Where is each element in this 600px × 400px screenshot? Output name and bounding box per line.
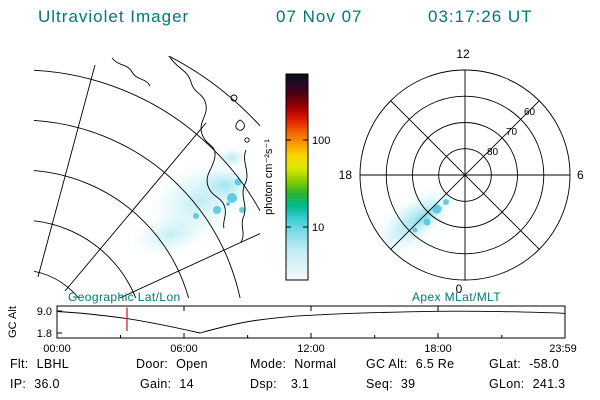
colorbar-ticks bbox=[286, 139, 308, 228]
status-seq: Seq: 39 bbox=[366, 377, 415, 391]
status-gc-alt-value: 6.5 Re bbox=[416, 357, 455, 371]
header: Ultraviolet Imager 07 Nov 07 03:17:26 UT bbox=[38, 7, 533, 26]
colorbar-tick-10: 10 bbox=[312, 222, 324, 234]
timeline-ylabel: GC Alt bbox=[7, 306, 19, 338]
status-glat-label: GLat: bbox=[489, 357, 521, 371]
date-label: 07 Nov 07 bbox=[276, 7, 363, 26]
polar-grid bbox=[359, 69, 571, 281]
status-gain-value: 14 bbox=[179, 377, 194, 391]
timeline-xtick-0600: 06:00 bbox=[170, 343, 198, 355]
status-seq-label: Seq: bbox=[366, 377, 393, 391]
status-dsp-value: 3.1 bbox=[291, 377, 309, 391]
status-flt-label: Flt: bbox=[10, 357, 29, 371]
status-glon: GLon: 241.3 bbox=[489, 377, 565, 391]
status-flt: Flt: LBHL bbox=[10, 357, 69, 371]
emission-bright-spot bbox=[227, 193, 237, 203]
status-glat-value: -58.0 bbox=[529, 357, 559, 371]
mlt-label-0: 0 bbox=[456, 282, 463, 296]
colorbar-axis-label: photon cm⁻²s⁻¹ bbox=[263, 139, 275, 215]
altitude-curve bbox=[56, 310, 566, 334]
mlt-label-6: 6 bbox=[577, 168, 584, 182]
emission-bright-spot bbox=[412, 227, 418, 233]
status-bar: Flt: LBHL Door: Open Mode: Normal GC Alt: 6.… bbox=[10, 357, 565, 391]
status-door: Door: Open bbox=[136, 357, 208, 371]
emission-bright-spot bbox=[234, 178, 242, 186]
timeline-xtick-2359: 23:59 bbox=[549, 343, 577, 355]
map-grid bbox=[34, 56, 260, 298]
status-gain: Gain: 14 bbox=[140, 377, 194, 391]
colorbar: photon cm⁻²s⁻¹ 100 10 bbox=[263, 73, 330, 281]
timeline-xtick-0000: 00:00 bbox=[43, 343, 71, 355]
uv-emission-geographic bbox=[130, 147, 253, 259]
status-door-value: Open bbox=[176, 357, 208, 371]
emission-bright-spot bbox=[213, 206, 221, 214]
orbit-timeline: GC Alt 9.0 1.8 00:00 06:00 12:00 18:00 2… bbox=[7, 305, 577, 355]
status-gain-label: Gain: bbox=[140, 377, 171, 391]
emission-bright-spot bbox=[193, 213, 199, 219]
timeline-ytick-bottom: 1.8 bbox=[37, 328, 52, 340]
status-dsp: Dsp: 3.1 bbox=[250, 377, 309, 391]
polar-caption: Apex MLat/MLT bbox=[412, 290, 501, 304]
timeline-xtick-1200: 12:00 bbox=[297, 343, 325, 355]
status-glon-label: GLon: bbox=[489, 377, 525, 391]
colorbar-gradient bbox=[285, 73, 309, 281]
polar-plot-panel: 12 18 6 0 60 70 80 Apex MLat/MLT bbox=[339, 47, 584, 304]
emission-peak-spot bbox=[226, 202, 230, 206]
emission-bright-spot bbox=[443, 199, 449, 205]
status-mode: Mode: Normal bbox=[250, 357, 336, 371]
timeline-xtick-1800: 18:00 bbox=[424, 343, 452, 355]
mlt-label-12: 12 bbox=[456, 47, 470, 61]
emission-bright-spot bbox=[432, 204, 442, 214]
mlt-label-18: 18 bbox=[339, 168, 353, 182]
colorbar-tick-100: 100 bbox=[312, 135, 330, 147]
status-gc-alt-label: GC Alt: bbox=[366, 357, 408, 371]
timeline-ytick-top: 9.0 bbox=[37, 306, 52, 318]
status-gc-alt: GC Alt: 6.5 Re bbox=[366, 357, 454, 371]
status-seq-value: 39 bbox=[401, 377, 416, 391]
coastline bbox=[111, 56, 250, 243]
page-title: Ultraviolet Imager bbox=[38, 7, 189, 26]
emission-bright-spot bbox=[239, 207, 245, 213]
status-glat: GLat: -58.0 bbox=[489, 357, 559, 371]
status-mode-label: Mode: bbox=[250, 357, 286, 371]
status-flt-value: LBHL bbox=[37, 357, 69, 371]
mlat-ring-label-70: 70 bbox=[506, 127, 518, 138]
status-ip-value: 36.0 bbox=[34, 377, 60, 391]
status-door-label: Door: bbox=[136, 357, 168, 371]
geographic-map-panel: Geographic Lat/Lon bbox=[34, 56, 260, 304]
map-caption: Geographic Lat/Lon bbox=[68, 290, 181, 304]
emission-bright-spot bbox=[423, 218, 431, 226]
mlat-ring-label-60: 60 bbox=[524, 107, 536, 118]
status-ip: IP: 36.0 bbox=[10, 377, 60, 391]
status-ip-label: IP: bbox=[10, 377, 26, 391]
time-label: 03:17:26 UT bbox=[428, 7, 533, 26]
status-glon-value: 241.3 bbox=[533, 377, 566, 391]
mlat-ring-label-80: 80 bbox=[487, 147, 499, 158]
status-mode-value: Normal bbox=[294, 357, 336, 371]
timeline-axis-ticks bbox=[57, 306, 503, 338]
status-dsp-label: Dsp: bbox=[250, 377, 277, 391]
